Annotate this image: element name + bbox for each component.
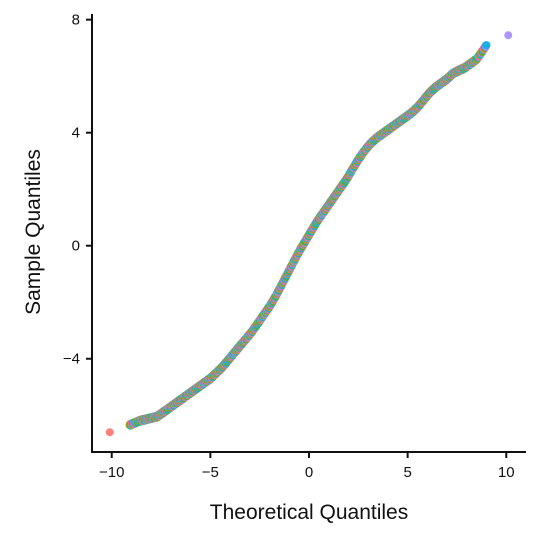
x-tick-label: 0 xyxy=(305,464,313,481)
points-layer xyxy=(105,31,513,437)
x-tick-label: 5 xyxy=(403,464,411,481)
data-point xyxy=(105,428,114,437)
y-axis-title: Sample Quantiles xyxy=(22,149,45,315)
data-point xyxy=(504,31,513,40)
x-tick-label: −5 xyxy=(202,464,219,481)
y-tick-label: 0 xyxy=(72,238,80,255)
y-tick-label: 4 xyxy=(72,125,80,142)
y-tick-label: −4 xyxy=(63,351,80,368)
x-ticks: −10 −5 0 5 10 xyxy=(99,452,515,481)
x-tick-label: 10 xyxy=(498,464,515,481)
data-point xyxy=(482,41,491,50)
x-tick-label: −10 xyxy=(99,464,124,481)
x-axis-title: Theoretical Quantiles xyxy=(210,501,408,524)
y-tick-label: 8 xyxy=(72,12,80,29)
y-ticks: −4 0 4 8 xyxy=(63,12,92,368)
